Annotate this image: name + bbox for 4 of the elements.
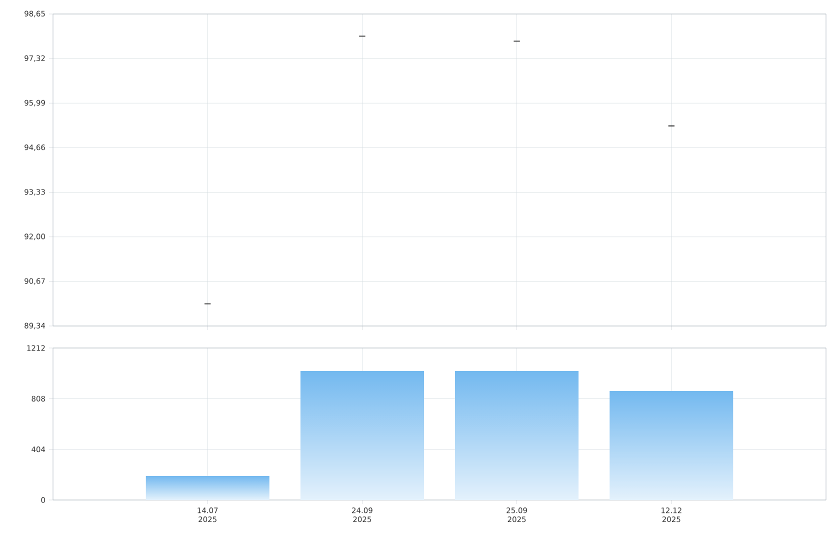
bar	[300, 371, 424, 500]
bar	[146, 476, 270, 500]
bar	[454, 371, 579, 500]
bar	[610, 391, 734, 500]
